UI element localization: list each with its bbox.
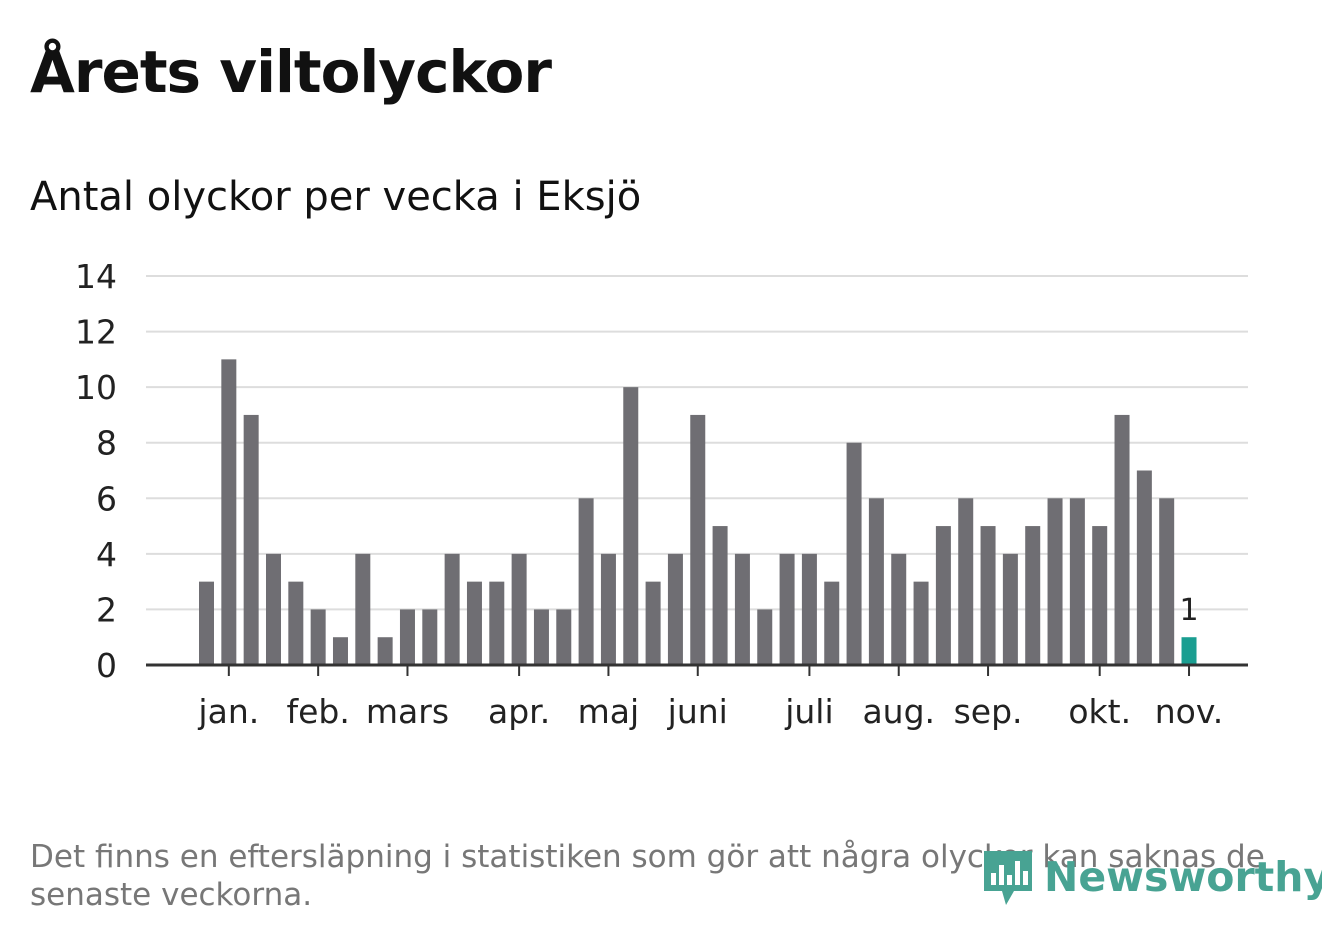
bar	[243, 414, 259, 665]
x-tick-label: okt.	[1068, 692, 1131, 731]
bar	[1136, 470, 1152, 665]
bar	[712, 526, 728, 665]
bar	[1159, 498, 1175, 665]
bar	[1069, 498, 1085, 665]
highlight-value-label: 1	[1179, 593, 1198, 628]
x-tick-label: mars	[366, 692, 449, 731]
bar	[667, 553, 683, 665]
x-tick-label: juli	[784, 692, 833, 731]
bar	[422, 609, 438, 665]
bar	[265, 553, 281, 665]
bar	[645, 581, 661, 665]
y-tick-label: 6	[96, 479, 117, 518]
x-tick-label: apr.	[488, 692, 550, 731]
y-tick-label: 10	[75, 368, 117, 407]
chart-title: Årets viltolyckor	[30, 38, 552, 106]
bars: 1	[199, 359, 1199, 665]
bar	[377, 637, 393, 665]
y-tick-label: 14	[75, 257, 117, 296]
x-tick-label: jan.	[197, 692, 259, 731]
bar	[399, 609, 415, 665]
bar	[958, 498, 974, 665]
y-tick-label: 8	[96, 424, 117, 463]
footnote: Det finns en eftersläpning i statistiken…	[30, 839, 1265, 913]
bar	[913, 581, 929, 665]
bar	[1092, 526, 1108, 665]
bar	[310, 609, 326, 665]
bar	[355, 553, 371, 665]
y-tick-label: 12	[75, 313, 117, 352]
bar	[199, 581, 214, 665]
bar	[221, 359, 237, 665]
y-tick-label: 4	[96, 535, 117, 574]
bar	[444, 553, 460, 665]
bar	[332, 637, 348, 665]
bar	[868, 498, 884, 665]
bar	[556, 609, 572, 665]
bar	[980, 526, 996, 665]
bar	[489, 581, 505, 665]
bar	[891, 553, 907, 665]
bar	[757, 609, 773, 665]
bar	[1114, 414, 1130, 665]
x-tick-label: maj	[578, 692, 640, 731]
x-tick-label: nov.	[1155, 692, 1224, 731]
bar	[801, 553, 817, 665]
y-tick-label: 2	[96, 590, 117, 629]
brand-logo: Newsworthy	[980, 845, 1322, 909]
bar-highlight	[1181, 637, 1197, 665]
bar	[533, 609, 549, 665]
x-axis: jan. feb. mars apr. maj juni juli aug. sep. okt. n…	[146, 663, 1248, 731]
bar	[1002, 553, 1018, 665]
bar	[824, 581, 840, 665]
bar-chart: 0 2 4 6 8 10 12 14 1 jan. feb. mars apr. maj juni jul…	[75, 257, 1248, 731]
bar	[288, 581, 304, 665]
bar	[1047, 498, 1063, 665]
bar	[1025, 526, 1041, 665]
brand-name: Newsworthy	[1044, 853, 1322, 901]
bar	[578, 498, 594, 665]
bar	[734, 553, 750, 665]
bar	[623, 387, 639, 665]
bar	[600, 553, 616, 665]
x-tick-label: sep.	[954, 692, 1023, 731]
x-tick-label: juni	[667, 692, 728, 731]
y-tick-label: 0	[96, 646, 117, 685]
bar	[511, 553, 527, 665]
bar	[935, 526, 951, 665]
bar-chart-speech-bubble-icon	[984, 851, 1032, 905]
x-tick-label: aug.	[862, 692, 935, 731]
chart-subtitle: Antal olyckor per vecka i Eksjö	[30, 174, 642, 220]
bar	[779, 553, 795, 665]
bar	[846, 442, 862, 665]
bar	[690, 414, 706, 665]
bar	[466, 581, 482, 665]
y-axis-tick-labels: 0 2 4 6 8 10 12 14	[75, 257, 117, 685]
x-tick-label: feb.	[286, 692, 349, 731]
